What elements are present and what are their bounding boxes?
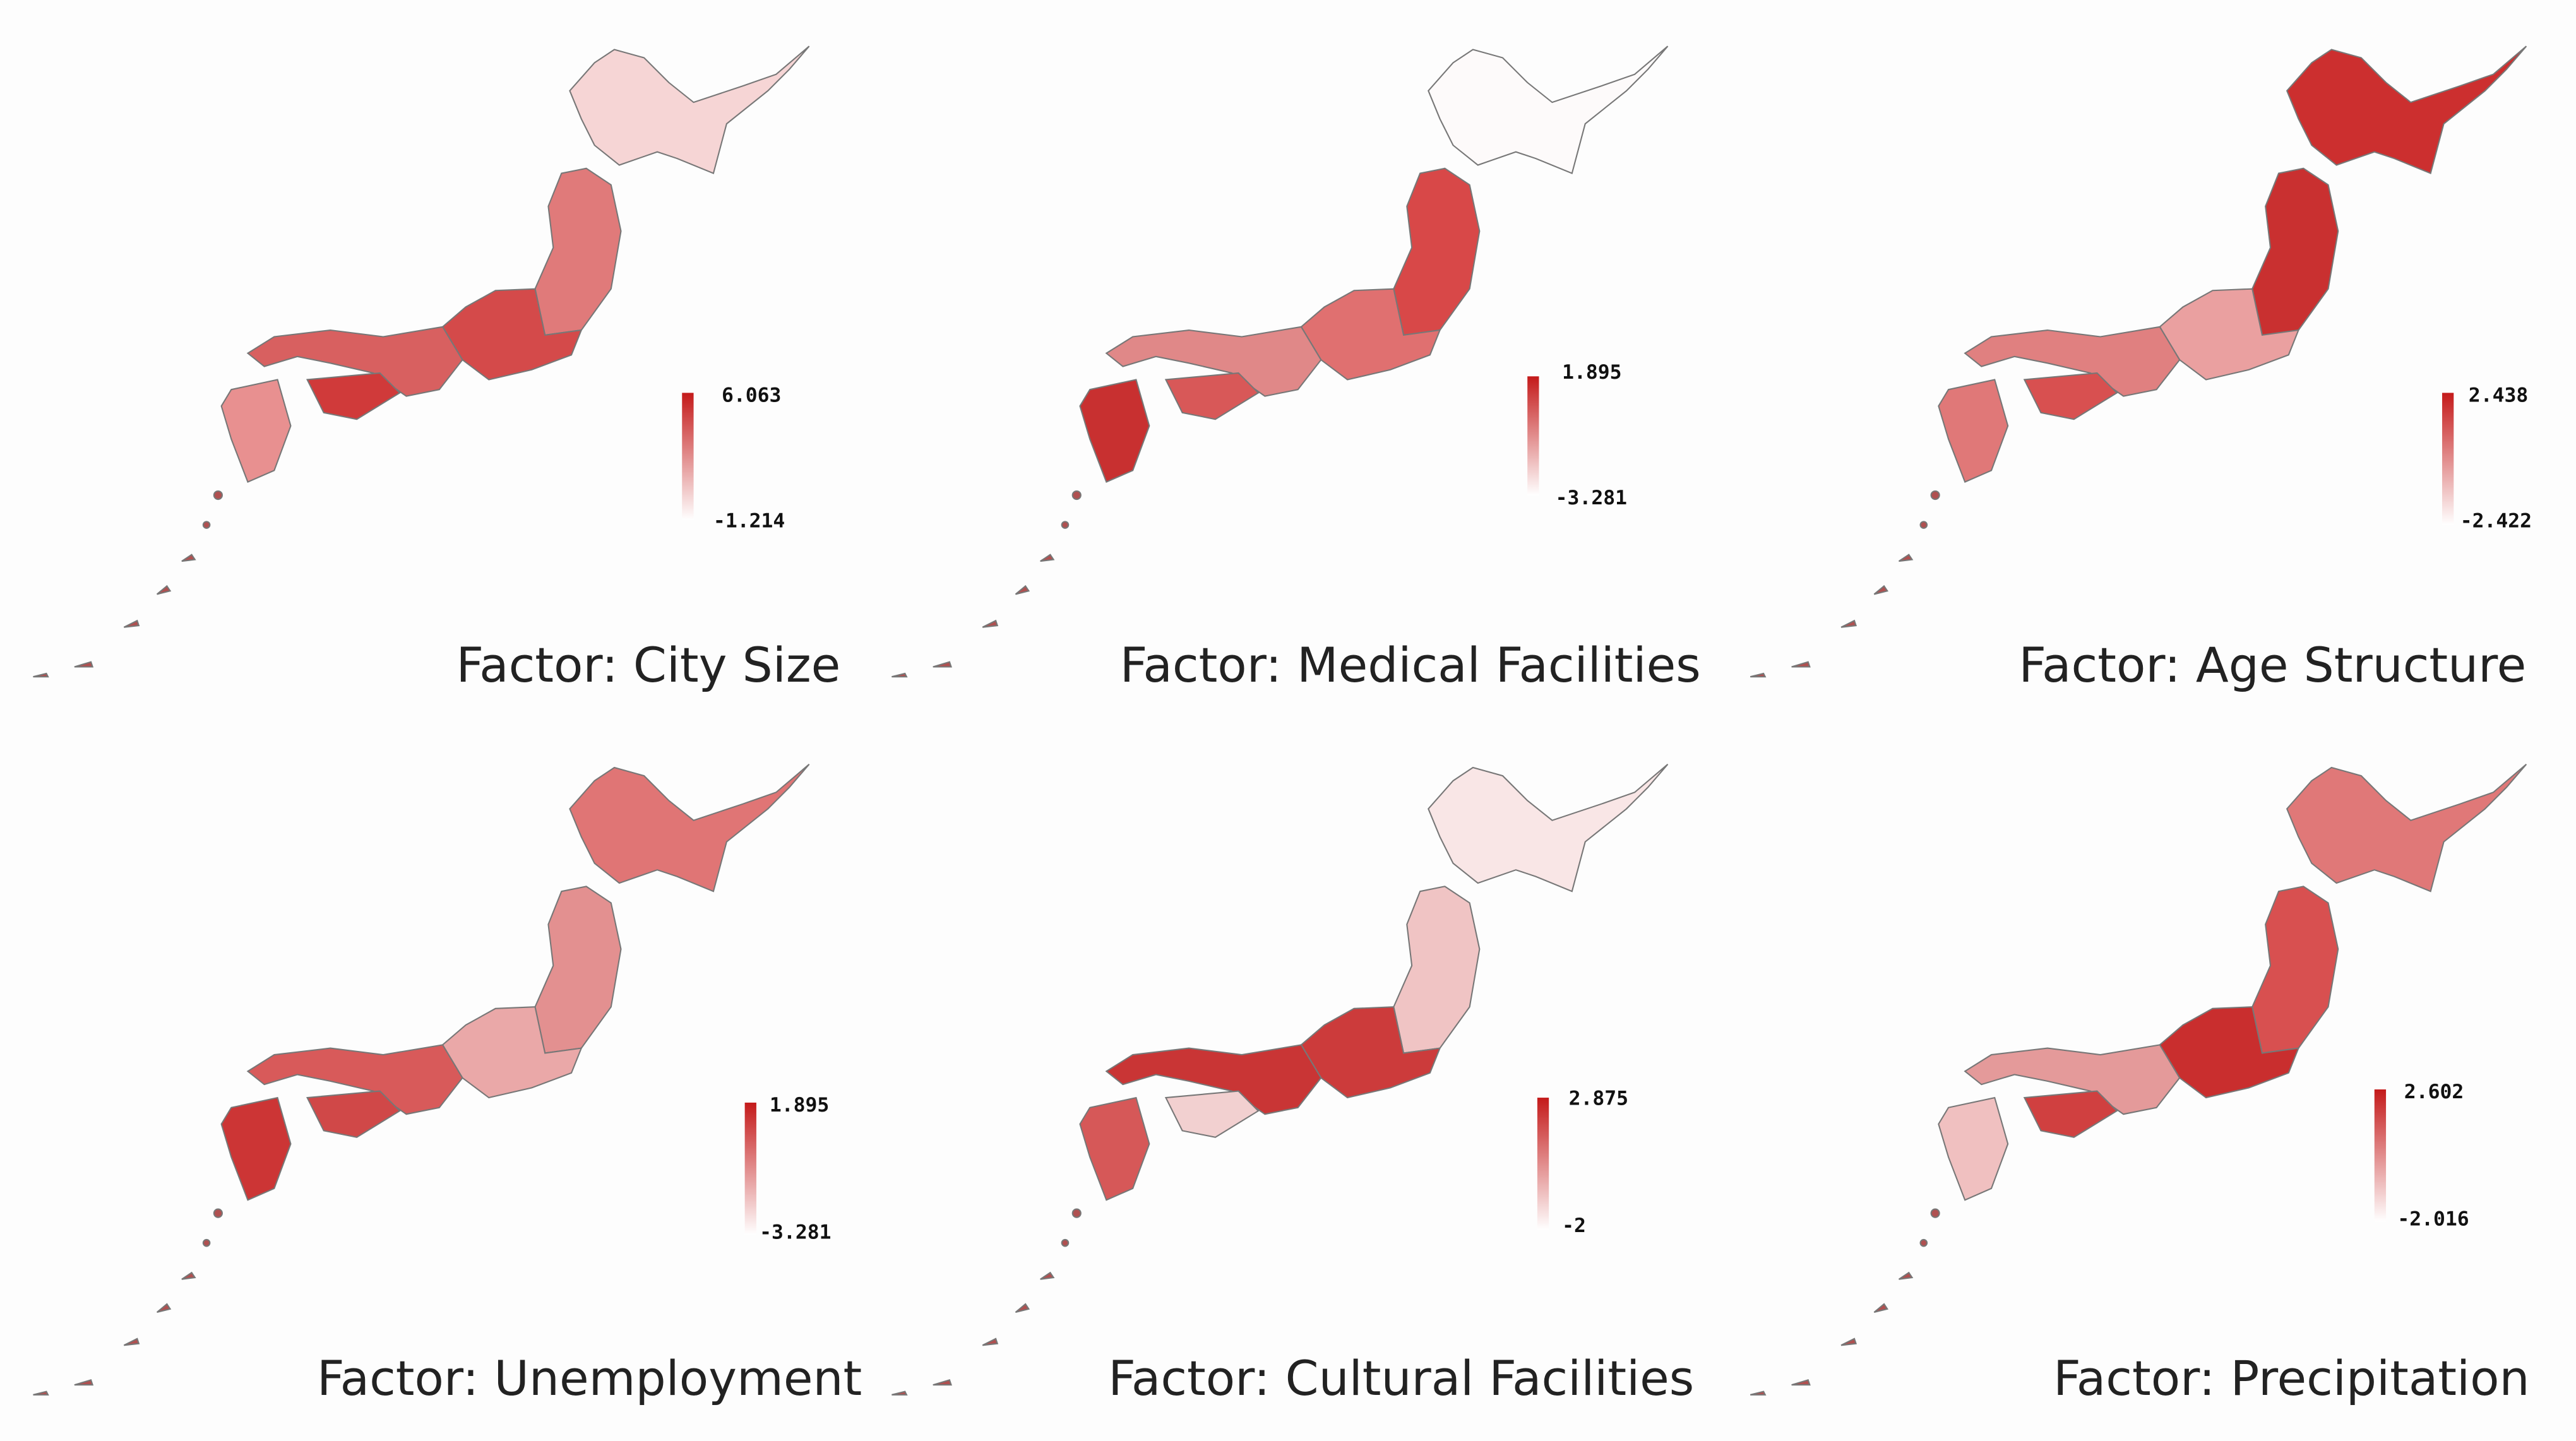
region — [569, 763, 810, 892]
legend-min: -2.016 — [2397, 1208, 2469, 1231]
region — [2251, 167, 2339, 336]
map-panel: 1.895 -3.281 Factor: Unemployment — [32, 763, 862, 1406]
islands — [891, 490, 1082, 678]
islands — [1749, 1208, 1940, 1396]
panel-title: Factor: Precipitation — [2053, 1351, 2529, 1406]
region — [1393, 886, 1481, 1054]
region — [2024, 372, 2118, 420]
region — [2251, 886, 2339, 1054]
islands — [32, 490, 224, 678]
legend-bar — [1537, 1098, 1549, 1230]
legend-bar — [1527, 376, 1539, 495]
region — [1165, 372, 1260, 420]
region — [220, 379, 292, 483]
legend-min: -3.281 — [1556, 487, 1627, 509]
islands — [1749, 490, 1940, 678]
legend-max: 1.895 — [770, 1094, 829, 1117]
legend-bar — [2374, 1089, 2387, 1222]
legend-min: -1.214 — [713, 509, 785, 532]
legend-max: 2.875 — [1569, 1088, 1628, 1110]
legend-min: -3.281 — [760, 1221, 831, 1243]
region — [2286, 763, 2527, 892]
region — [220, 1096, 292, 1201]
panel-title: Factor: City Size — [456, 637, 840, 693]
panel-title: Factor: Unemployment — [317, 1351, 862, 1406]
legend-bar — [2442, 393, 2454, 525]
region — [1938, 379, 2009, 483]
panel-title: Factor: Medical Facilities — [1120, 637, 1701, 693]
islands — [32, 1208, 224, 1396]
map-panel: 6.063 -1.214 Factor: City Size — [32, 45, 840, 693]
islands — [891, 1208, 1082, 1396]
region — [1079, 1096, 1150, 1201]
region — [1165, 1090, 1260, 1139]
map-panel: 2.602 -2.016 Factor: Precipitation — [1749, 763, 2530, 1406]
map-panel: 1.895 -3.281 Factor: Medical Facilities — [891, 45, 1701, 693]
panel-title: Factor: Cultural Facilities — [1108, 1351, 1694, 1406]
region — [1393, 167, 1481, 336]
legend-max: 1.895 — [1562, 361, 1621, 384]
legend-bar — [744, 1102, 756, 1235]
region — [1427, 763, 1669, 892]
region — [306, 1090, 401, 1139]
map-panel: 2.438 -2.422 Factor: Age Structure — [1749, 45, 2532, 693]
legend-min: -2 — [1562, 1214, 1586, 1237]
region — [534, 886, 622, 1054]
panel-title: Factor: Age Structure — [2018, 637, 2526, 693]
region — [2024, 1090, 2118, 1139]
region — [1427, 45, 1669, 174]
legend-max: 6.063 — [722, 384, 781, 407]
region — [534, 167, 622, 336]
legend-min: -2.422 — [2460, 509, 2532, 532]
legend-max: 2.438 — [2469, 384, 2528, 407]
legend-max: 2.602 — [2404, 1081, 2464, 1103]
region — [1938, 1096, 2009, 1201]
region — [2286, 45, 2527, 174]
legend-bar — [682, 393, 694, 520]
region — [1079, 379, 1150, 483]
region — [306, 372, 401, 420]
map-panel: 2.875 -2 Factor: Cultural Facilities — [891, 763, 1694, 1406]
region — [569, 45, 810, 174]
